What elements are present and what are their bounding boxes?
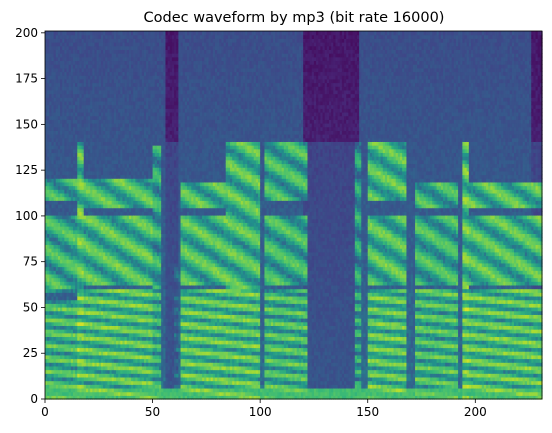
plot-area: [45, 31, 543, 400]
chart-title: Codec waveform by mp3 (bit rate 16000): [144, 10, 445, 26]
